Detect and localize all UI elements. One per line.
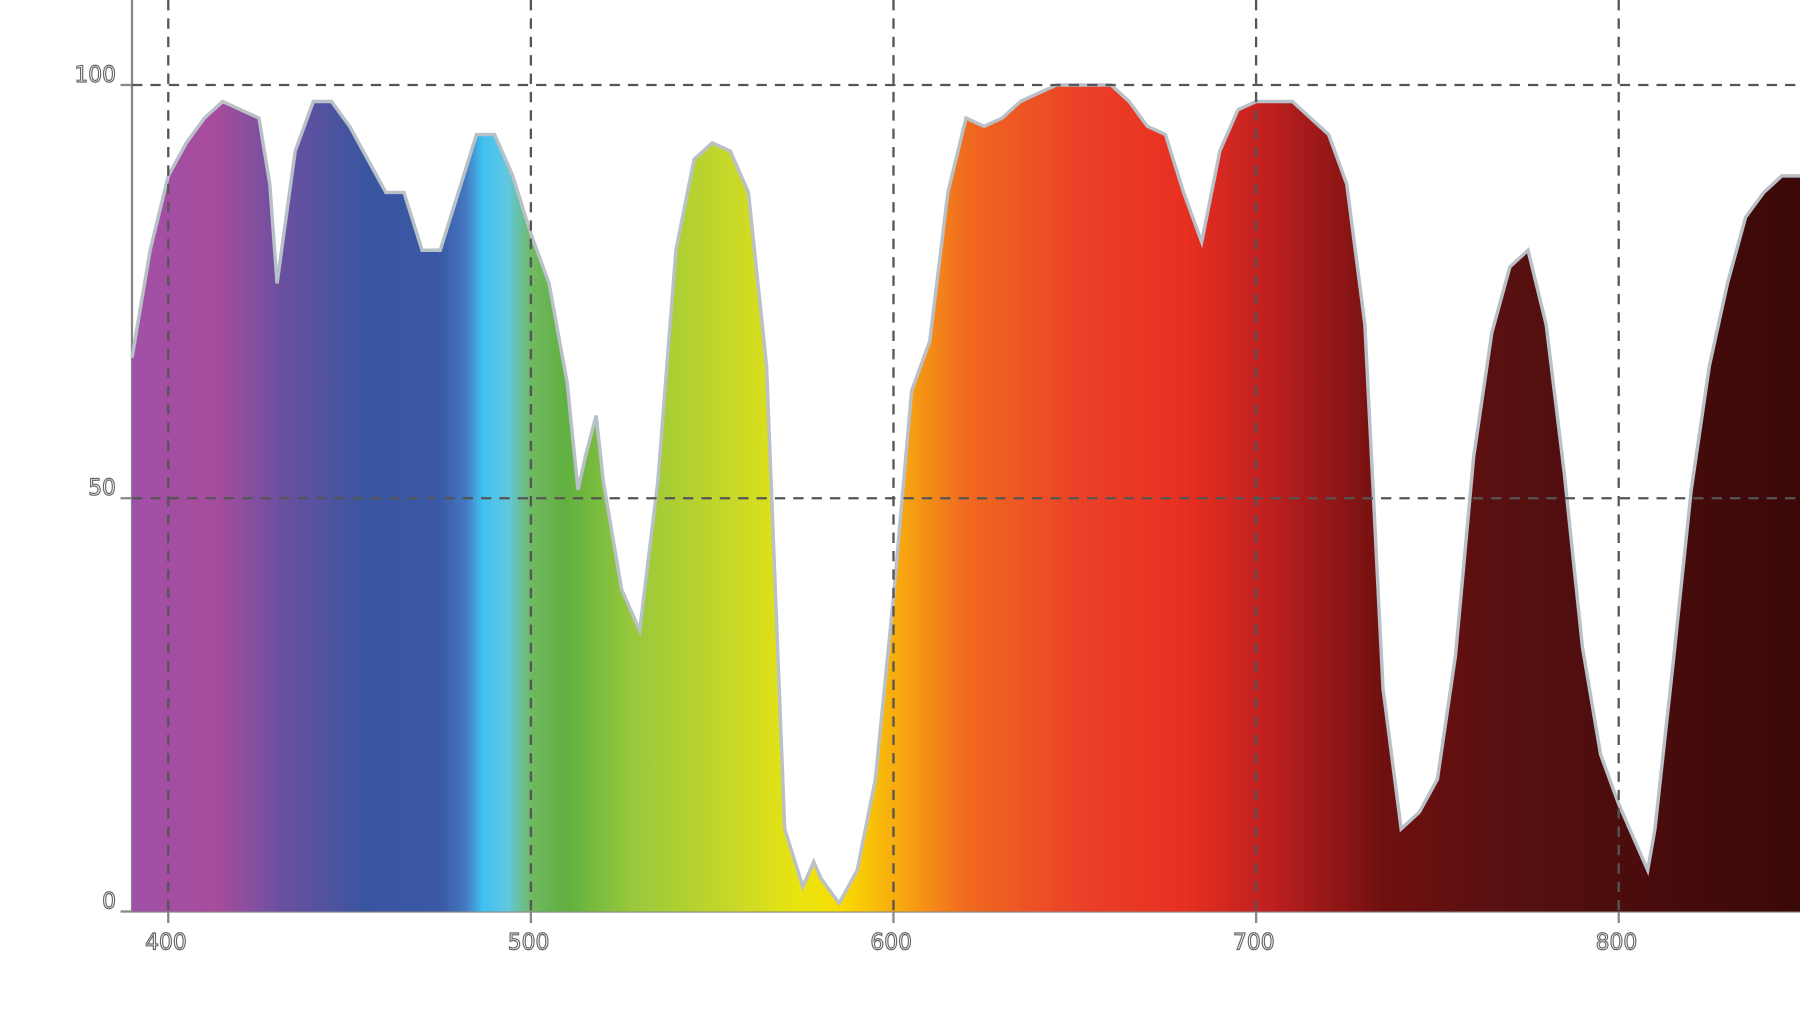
x-tick-label: 700 <box>1233 931 1275 956</box>
x-tick-label: 500 <box>508 931 550 956</box>
x-tick-label: 400 <box>145 931 187 956</box>
y-tick-label: 0 <box>102 889 116 914</box>
x-tick-label: 600 <box>870 931 912 956</box>
y-tick-label: 100 <box>74 63 116 88</box>
area-outline <box>130 83 1800 907</box>
x-tick-label: 800 <box>1596 931 1638 956</box>
y-tick-label: 50 <box>88 476 116 501</box>
